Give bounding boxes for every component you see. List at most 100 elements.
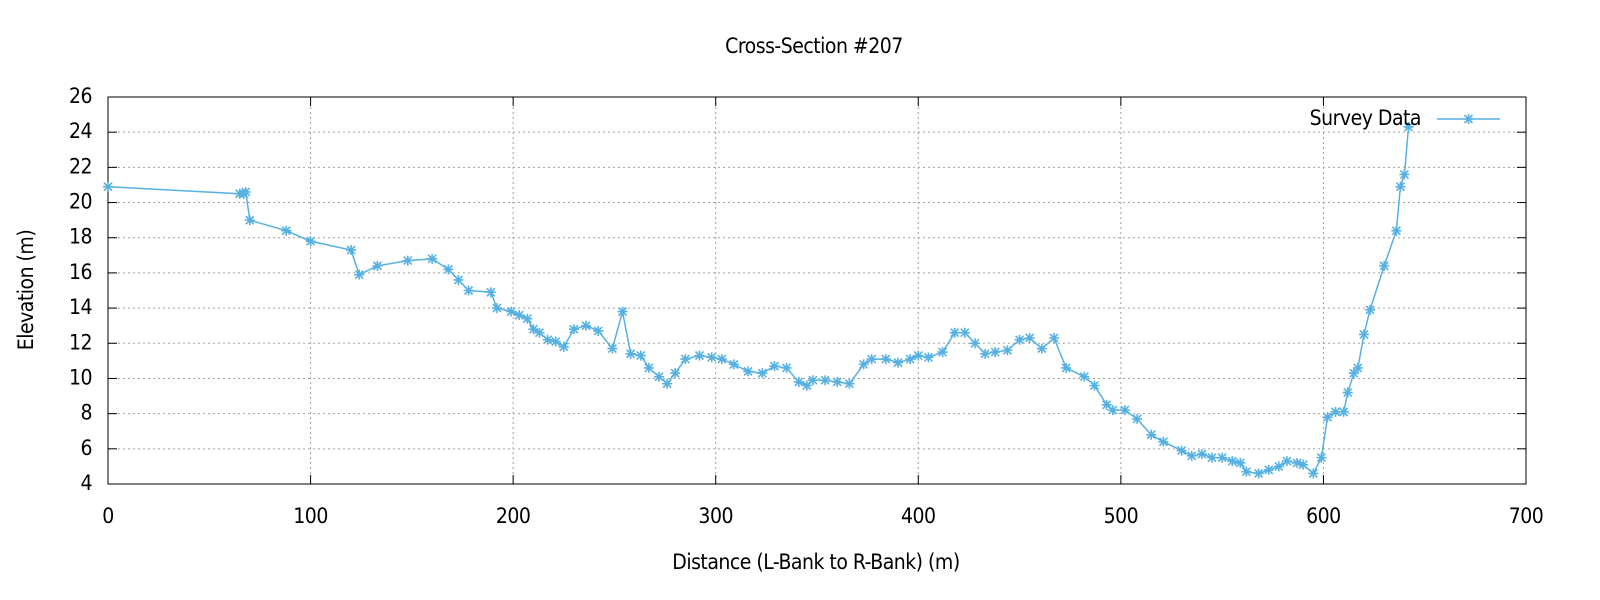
data-point	[949, 327, 960, 338]
x-axis-label: Distance (L-Bank to R-Bank) (m)	[672, 550, 959, 574]
data-point	[1119, 405, 1130, 416]
data-point	[1089, 380, 1100, 391]
data-point	[1263, 464, 1274, 475]
data-point	[1395, 181, 1406, 192]
data-point	[240, 186, 251, 197]
data-point	[1217, 452, 1228, 463]
data-point	[807, 375, 818, 386]
data-point	[680, 354, 691, 365]
data-point	[793, 376, 804, 387]
y-tick-label: 20	[69, 190, 92, 214]
data-point	[1002, 345, 1013, 356]
data-point	[1379, 260, 1390, 271]
data-point	[346, 245, 357, 256]
data-point	[1207, 452, 1218, 463]
data-point	[453, 274, 464, 285]
data-point	[716, 354, 727, 365]
chart-title: Cross-Section #207	[725, 34, 903, 58]
data-point	[244, 215, 255, 226]
data-point	[694, 350, 705, 361]
data-point	[937, 347, 948, 358]
data-point	[1024, 332, 1035, 343]
data-point	[905, 354, 916, 365]
data-point	[534, 327, 545, 338]
data-point	[1273, 461, 1284, 472]
data-point	[625, 348, 636, 359]
data-point	[1352, 362, 1363, 373]
data-point	[1399, 169, 1410, 180]
data-point	[913, 350, 924, 361]
data-point	[1322, 412, 1333, 423]
data-point	[781, 362, 792, 373]
data-point	[858, 359, 869, 370]
data-point	[1358, 329, 1369, 340]
data-point	[980, 348, 991, 359]
y-tick-label: 4	[80, 471, 92, 495]
data-point	[757, 368, 768, 379]
data-point	[491, 303, 502, 314]
series-line	[107, 126, 1410, 475]
data-point	[550, 336, 561, 347]
data-point	[880, 354, 891, 365]
data-point	[706, 352, 717, 363]
data-point	[1348, 368, 1359, 379]
data-point	[1403, 121, 1414, 132]
data-point	[514, 310, 525, 321]
data-point	[522, 313, 533, 324]
data-point	[1196, 449, 1207, 460]
data-point	[593, 325, 604, 336]
data-point	[103, 181, 113, 192]
data-point	[402, 255, 413, 266]
y-tick-label: 6	[80, 436, 92, 460]
y-tick-label: 18	[69, 225, 92, 249]
data-point	[970, 338, 981, 349]
data-point	[1338, 406, 1349, 417]
data-point	[728, 359, 739, 370]
data-point	[670, 368, 681, 379]
data-point	[305, 236, 316, 247]
data-point	[1298, 459, 1309, 470]
data-point	[542, 334, 553, 345]
data-point	[1241, 466, 1252, 477]
y-tick-label: 8	[80, 401, 92, 425]
y-tick-label: 22	[69, 154, 92, 178]
data-point	[1079, 371, 1090, 382]
x-tick-label: 300	[698, 504, 733, 528]
y-axis-label: Elevation (m)	[14, 230, 38, 350]
data-point	[769, 361, 780, 372]
data-point	[443, 264, 454, 275]
data-point	[1158, 436, 1169, 447]
x-tick-label: 0	[102, 504, 114, 528]
data-point	[1391, 225, 1402, 236]
legend-label: Survey Data	[1310, 106, 1421, 130]
data-point	[635, 350, 646, 361]
legend-marker	[1463, 114, 1474, 124]
y-tick-label: 10	[69, 365, 92, 389]
data-point	[1014, 334, 1025, 345]
data-point	[427, 253, 438, 264]
data-point	[1235, 457, 1246, 468]
data-point	[485, 287, 496, 298]
data-point	[1316, 452, 1327, 463]
data-point	[281, 225, 292, 236]
data-point	[1292, 457, 1303, 468]
data-point	[743, 366, 754, 377]
data-point	[643, 362, 654, 373]
data-point	[1342, 387, 1353, 398]
data-point	[1308, 468, 1319, 479]
x-tick-label: 600	[1306, 504, 1341, 528]
plot-border	[107, 96, 1527, 485]
data-point	[801, 380, 812, 391]
x-tick-label: 400	[901, 504, 936, 528]
data-point	[990, 347, 1001, 358]
data-point	[832, 376, 843, 387]
y-tick-label: 12	[69, 330, 92, 354]
data-point	[1281, 456, 1292, 467]
data-point	[1061, 362, 1072, 373]
x-tick-label: 700	[1509, 504, 1544, 528]
x-tick-label: 100	[293, 504, 328, 528]
data-point	[617, 306, 628, 317]
data-point	[372, 260, 383, 271]
data-point	[506, 306, 517, 317]
